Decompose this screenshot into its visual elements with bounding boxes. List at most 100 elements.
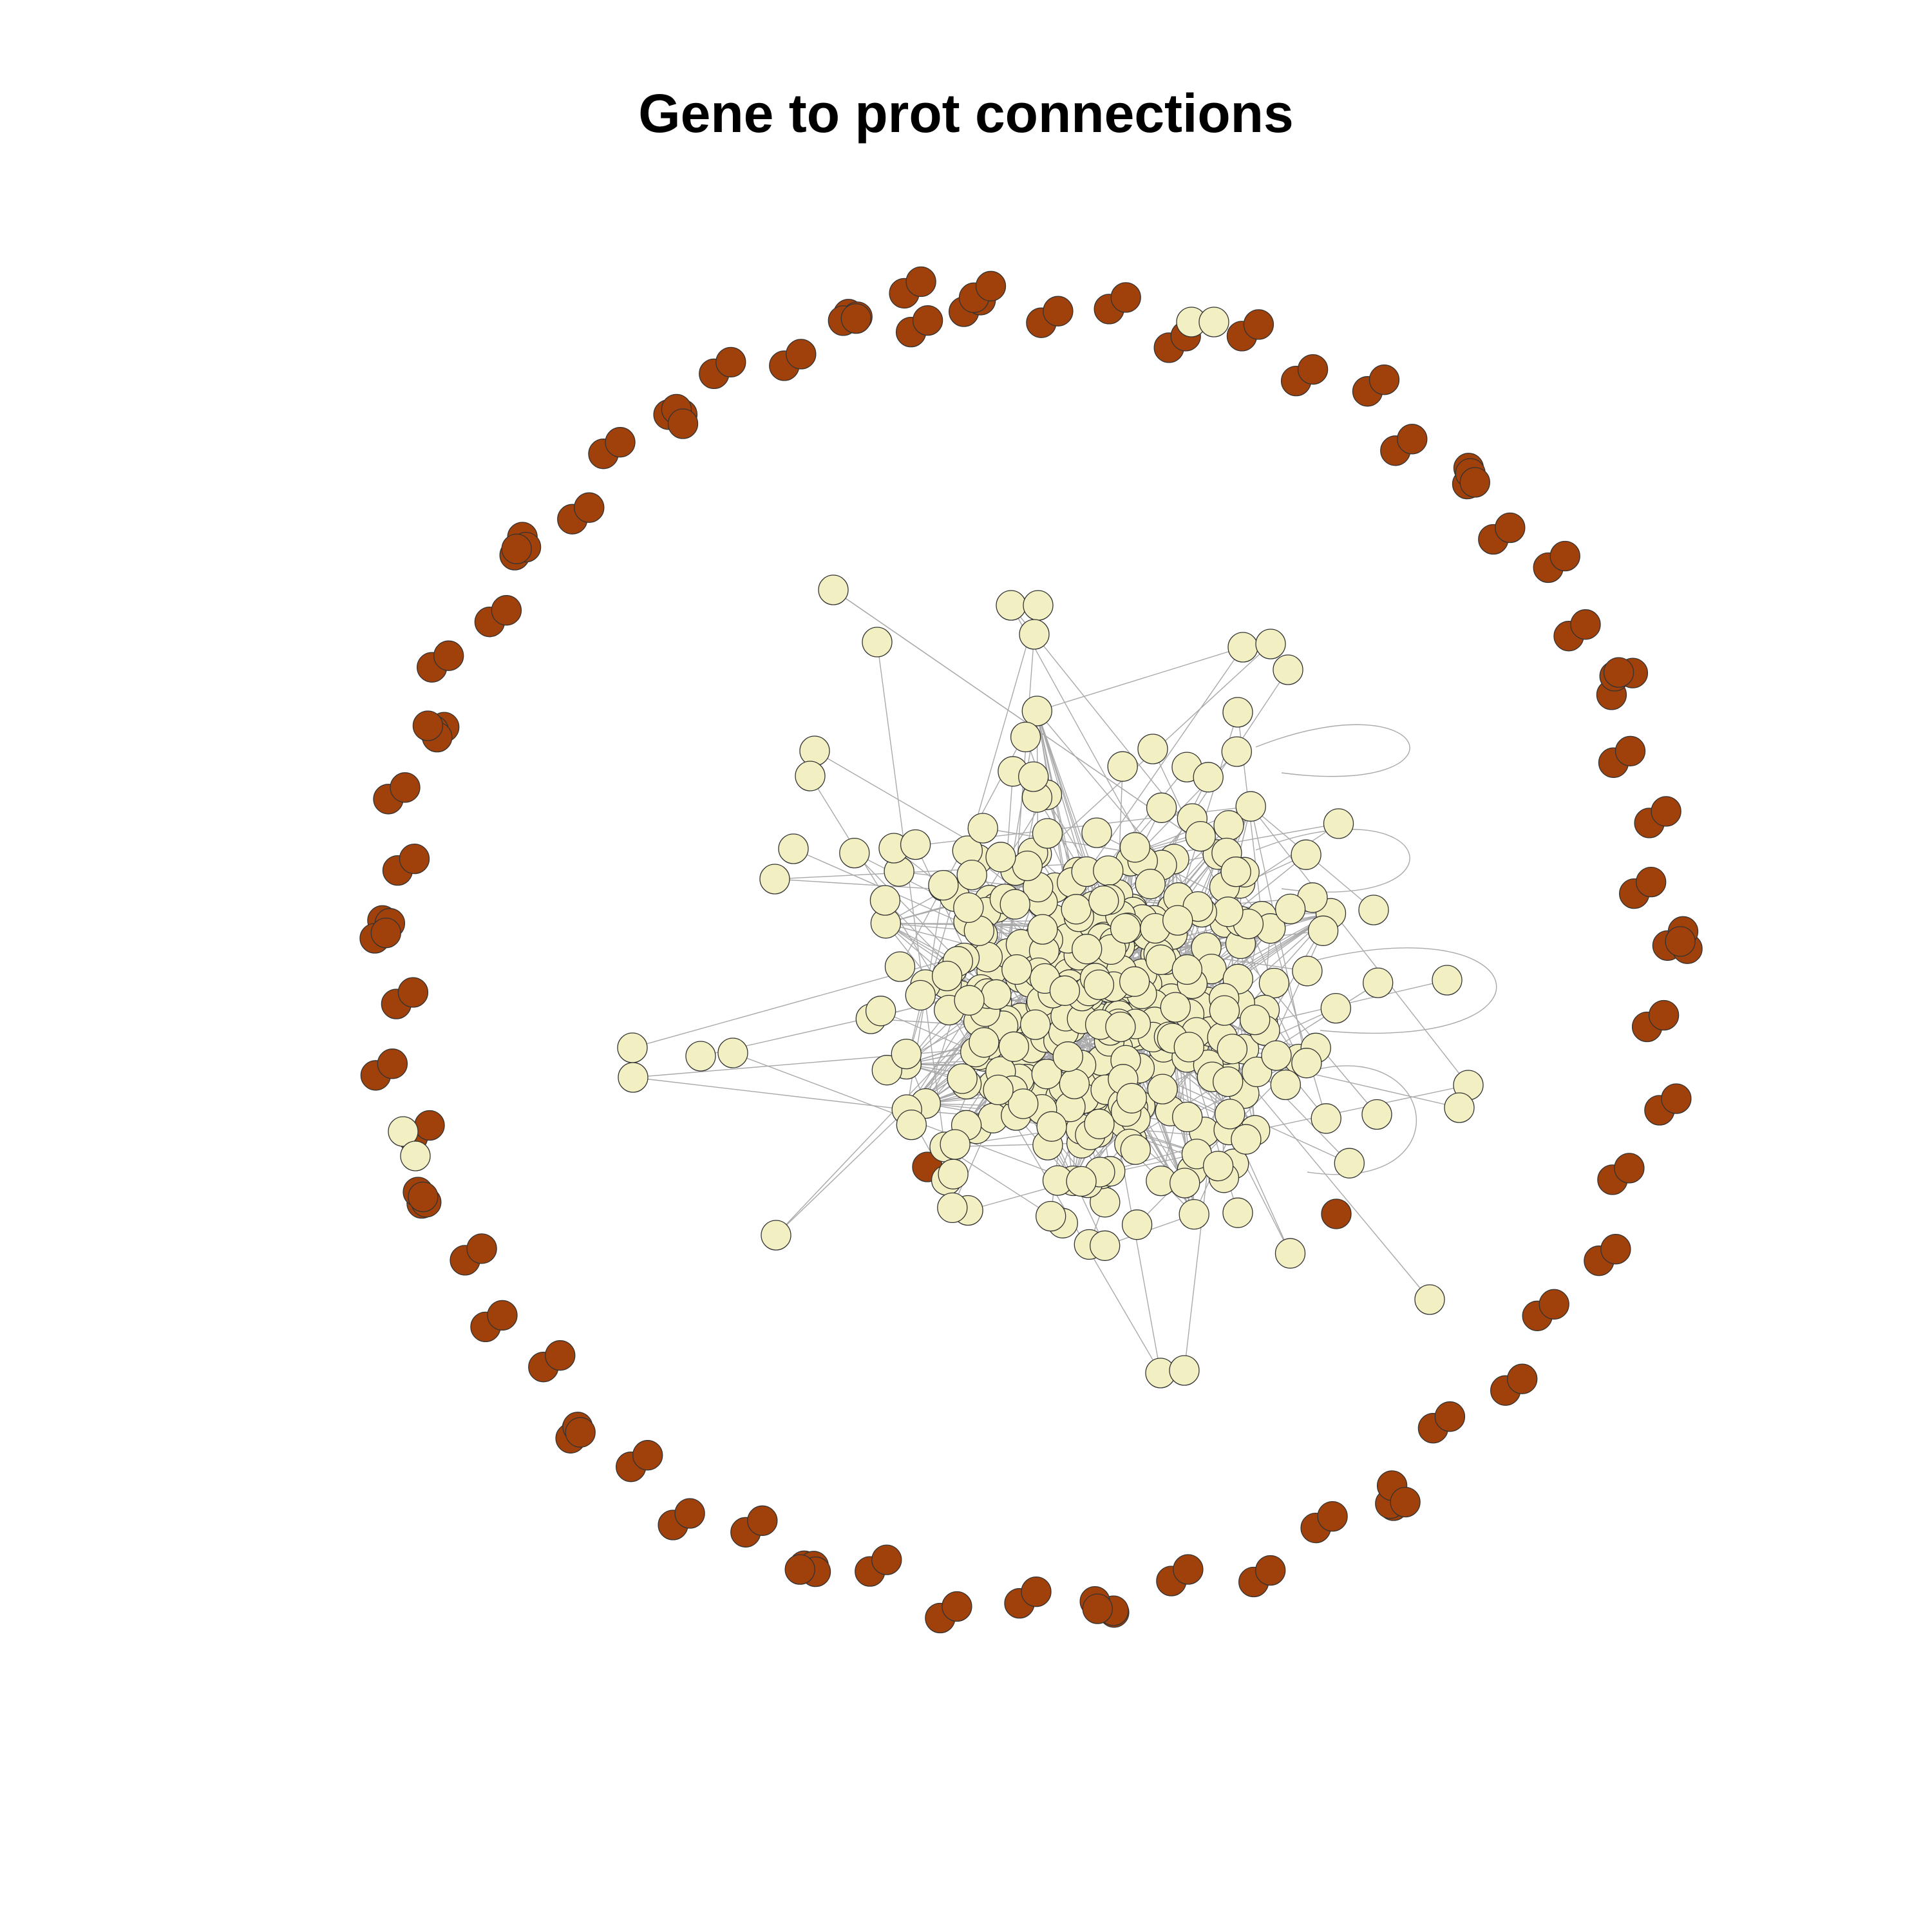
edge: [1255, 1084, 1469, 1131]
connected-node: [799, 735, 830, 766]
connected-node: [928, 869, 959, 901]
isolated-pair-node: [1198, 307, 1229, 337]
isolated-node: [370, 917, 401, 949]
connected-node: [1105, 1011, 1136, 1043]
connected-node: [891, 1038, 922, 1070]
connected-node: [1120, 1134, 1151, 1165]
connected-node: [985, 842, 1016, 873]
connected-node: [983, 1074, 1014, 1106]
connected-node: [1061, 894, 1092, 925]
connected-node: [1227, 632, 1258, 663]
isolated-pair-node: [388, 1116, 419, 1147]
connected-node: [1363, 967, 1394, 998]
isolated-node: [1495, 512, 1526, 544]
connected-node: [1010, 721, 1041, 753]
isolated-node: [715, 346, 746, 378]
connected-node: [1145, 944, 1177, 975]
isolated-node: [1110, 282, 1141, 313]
isolated-node: [408, 1181, 439, 1213]
plot-title: Gene to prot connections: [638, 83, 1294, 144]
connected-node: [1361, 1099, 1392, 1130]
connected-node: [1090, 1230, 1121, 1261]
connected-node: [1018, 761, 1049, 792]
isolated-node: [1368, 365, 1400, 395]
connected-node: [1023, 590, 1054, 621]
connected-node: [1235, 791, 1266, 822]
connected-node: [1072, 934, 1103, 965]
connected-node: [1020, 1009, 1051, 1040]
connected-node: [981, 979, 1012, 1010]
isolated-node: [574, 492, 605, 523]
connected-node: [940, 1129, 971, 1160]
connected-node: [1036, 1200, 1066, 1232]
connected-node: [1119, 966, 1150, 997]
isolated-node: [1390, 1486, 1421, 1518]
connected-node: [1121, 1209, 1153, 1240]
self-loop-edge: [1281, 1065, 1417, 1175]
connected-node: [953, 892, 984, 923]
isolated-node: [975, 270, 1007, 301]
connected-node: [1292, 956, 1323, 987]
isolated-node: [667, 408, 699, 439]
isolated-node: [912, 305, 943, 336]
isolated-node: [1021, 1576, 1052, 1607]
connected-node: [1215, 1099, 1245, 1130]
isolated-node: [412, 710, 444, 741]
isolated-node: [840, 303, 871, 334]
isolated-node: [1665, 926, 1696, 957]
connected-node: [1119, 832, 1151, 863]
isolated-node: [491, 595, 522, 626]
connected-node: [1358, 895, 1389, 925]
connected-node: [1291, 1048, 1322, 1079]
connected-node: [996, 590, 1027, 621]
isolated-node: [545, 1340, 576, 1371]
isolated-node: [377, 1048, 408, 1079]
connected-node: [1334, 1148, 1365, 1179]
connected-node: [931, 960, 963, 992]
connected-node: [761, 1220, 791, 1251]
isolated-node: [1636, 866, 1667, 898]
isolated-node: [1459, 467, 1490, 498]
connected-node: [1320, 992, 1351, 1024]
isolated-node: [565, 1417, 596, 1448]
connected-node: [1193, 762, 1224, 793]
connected-node: [954, 985, 985, 1016]
isolated-node: [397, 977, 429, 1008]
connected-node: [1291, 839, 1321, 870]
connected-node: [998, 1031, 1029, 1062]
connected-node: [1274, 1238, 1306, 1269]
connected-node: [938, 1159, 969, 1189]
connected-node: [1110, 913, 1141, 944]
isolated-pair-node: [400, 1141, 431, 1171]
connected-node: [937, 1192, 968, 1224]
connected-node: [1031, 1059, 1062, 1090]
isolated-node: [1082, 1593, 1113, 1624]
isolated-node: [1570, 609, 1601, 640]
connected-node: [1179, 1198, 1209, 1230]
edge: [632, 1077, 907, 1110]
connected-node: [1116, 1083, 1147, 1113]
connected-node: [1027, 914, 1058, 945]
connected-node: [1021, 696, 1052, 726]
isolated-node: [1397, 424, 1428, 455]
self-loop-edge: [1294, 947, 1497, 1034]
connected-node: [1008, 1088, 1039, 1119]
connected-node: [1049, 975, 1081, 1006]
connected-node: [618, 1062, 649, 1093]
connected-node: [1311, 1103, 1341, 1134]
connected-node: [1414, 1284, 1445, 1315]
connected-node: [1307, 915, 1339, 946]
isolated-node: [414, 1110, 445, 1141]
isolated-node: [1043, 296, 1074, 327]
isolated-node: [1615, 735, 1646, 766]
connected-node: [956, 859, 987, 891]
connected-node: [1137, 734, 1168, 764]
connected-node: [1036, 1111, 1067, 1142]
connected-node: [1059, 1068, 1090, 1099]
connected-node: [1173, 1032, 1204, 1063]
isolated-node: [1243, 309, 1274, 340]
self-loop-edge: [1255, 724, 1410, 777]
connected-node: [1172, 1101, 1203, 1133]
